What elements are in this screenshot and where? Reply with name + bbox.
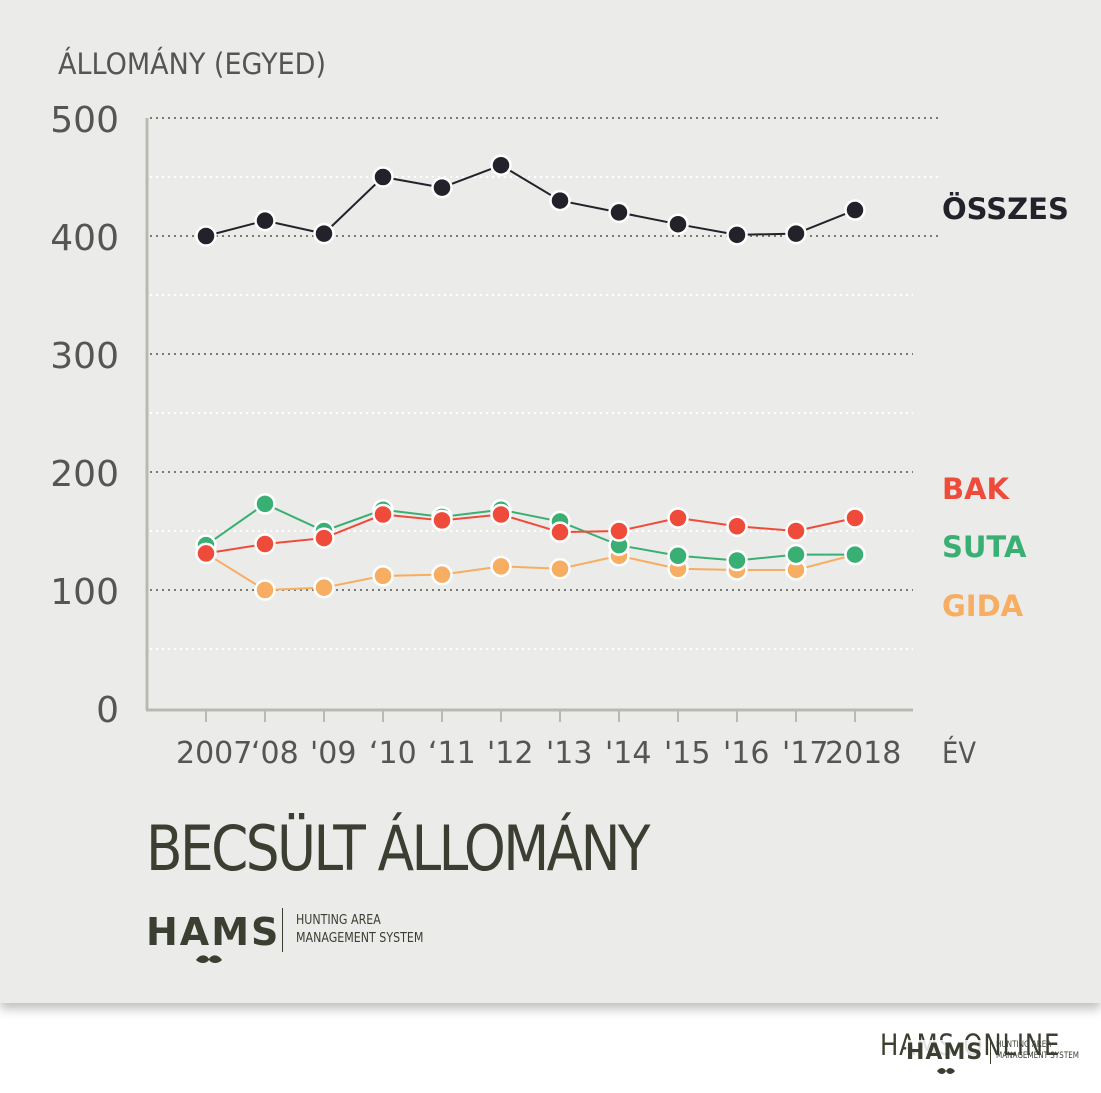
data-point xyxy=(785,520,807,542)
x-tick-label: '16 xyxy=(723,736,769,771)
brand-divider xyxy=(282,908,283,952)
data-point xyxy=(254,493,276,515)
series xyxy=(195,154,866,601)
data-point xyxy=(785,543,807,566)
footer-logo-tagline: HUNTING AREA MANAGEMENT SYSTEM xyxy=(996,1040,1079,1062)
data-point xyxy=(313,527,335,549)
data-point xyxy=(431,509,453,532)
x-tick-label: '09 xyxy=(310,736,356,771)
axis-ticks: 0 100 200 300 400 500 2007‘08 '09 ‘10 ‘11 '12 '13 '1… xyxy=(50,100,901,771)
data-point xyxy=(608,520,630,542)
chart-card: 0 100 200 300 400 500 2007 ‘08 '09 ‘10 ‘11 '12 '13 '1… xyxy=(0,0,1101,1003)
brand-logo: HAMS HUNTING AREA MANAGEMENT SYSTEM xyxy=(146,908,466,968)
data-point xyxy=(667,507,689,529)
series-bak xyxy=(195,503,866,565)
series-line xyxy=(205,513,856,555)
y-tick-label: 100 xyxy=(50,572,119,613)
data-point xyxy=(844,543,866,566)
footer-brand[interactable]: HAMS ONLINE HAMS HUNTING AREA MANAGEMENT… xyxy=(880,1028,1090,1088)
data-point xyxy=(195,542,217,565)
oak-leaf-icon xyxy=(196,955,222,963)
data-point xyxy=(313,222,335,245)
x-tick-label: '13 xyxy=(546,736,592,771)
data-point xyxy=(608,201,630,224)
data-point xyxy=(254,579,276,601)
series-suta xyxy=(195,493,866,572)
data-point xyxy=(195,225,217,247)
axes xyxy=(145,118,913,712)
x-tick-label: '17 xyxy=(782,736,828,771)
data-point xyxy=(667,545,689,567)
footer-logo-tagline-line2: MANAGEMENT SYSTEM xyxy=(996,1051,1079,1061)
y-tick-label: 0 xyxy=(96,690,119,731)
series-összes xyxy=(195,154,866,247)
x-tick-label: ‘08 xyxy=(251,736,299,771)
data-point xyxy=(549,521,571,543)
data-point xyxy=(726,515,748,538)
y-tick-label: 300 xyxy=(50,336,119,377)
x-tick-label: '15 xyxy=(664,736,710,771)
data-point xyxy=(785,222,807,245)
x-tick-label: '14 xyxy=(605,736,651,771)
data-point xyxy=(490,154,512,176)
brand-tagline-line1: HUNTING AREA xyxy=(296,913,381,928)
x-tick-label: '12 xyxy=(487,736,533,771)
legend-label-bak: BAK xyxy=(942,472,1011,506)
x-tick-label: ‘11 xyxy=(428,736,476,771)
footer-logo-name: HAMS xyxy=(906,1040,984,1065)
y-tick-label: 200 xyxy=(50,454,119,495)
brand-name: HAMS xyxy=(146,910,281,954)
data-point xyxy=(254,209,276,232)
data-point xyxy=(372,166,394,188)
brand-tagline: HUNTING AREA MANAGEMENT SYSTEM xyxy=(296,912,423,948)
x-tick-label: 2018 xyxy=(825,736,901,771)
legend-label-összes: ÖSSZES xyxy=(942,192,1069,226)
data-point xyxy=(549,558,571,580)
legend-label-suta: SUTA xyxy=(942,530,1027,564)
legend-label-gida: GIDA xyxy=(942,589,1024,623)
footer-logo-tagline-line1: HUNTING AREA xyxy=(996,1040,1052,1050)
data-point xyxy=(431,176,453,199)
x-tick-label: 2007 xyxy=(176,736,252,771)
data-point xyxy=(726,549,748,572)
data-point xyxy=(549,189,571,212)
data-point xyxy=(490,555,512,578)
chart-plot: 0 100 200 300 400 500 2007‘08 '09 ‘10 ‘11 '12 '13 '1… xyxy=(50,47,1069,771)
brand-tagline-line2: MANAGEMENT SYSTEM xyxy=(296,931,424,946)
x-axis-label: ÉV xyxy=(942,736,976,770)
series-gida xyxy=(195,542,866,601)
y-axis-label: ÁLLOMÁNY (EGYED) xyxy=(58,47,326,81)
y-tick-label: 400 xyxy=(50,218,119,259)
series-line xyxy=(205,164,856,237)
footer-logo-divider xyxy=(990,1040,991,1064)
footer-oak-leaf-icon xyxy=(937,1068,955,1074)
y-tick-label: 500 xyxy=(50,100,119,141)
data-point xyxy=(490,503,512,526)
data-point xyxy=(667,213,689,235)
chart-title: BECSÜLT ÁLLOMÁNY xyxy=(146,812,650,885)
data-point xyxy=(431,563,453,586)
data-point xyxy=(372,503,394,526)
x-tick-label: ‘10 xyxy=(369,736,417,771)
legend: ÖSSZES SUTA BAK GIDA xyxy=(942,192,1069,623)
data-point xyxy=(726,224,748,246)
data-point xyxy=(844,507,866,529)
data-point xyxy=(372,565,394,587)
data-point xyxy=(844,199,866,221)
data-point xyxy=(254,533,276,555)
grid-lines xyxy=(150,117,942,650)
data-point xyxy=(313,576,335,599)
series-line xyxy=(205,502,855,562)
footer-logo: HAMS HUNTING AREA MANAGEMENT SYSTEM xyxy=(906,1040,1096,1080)
